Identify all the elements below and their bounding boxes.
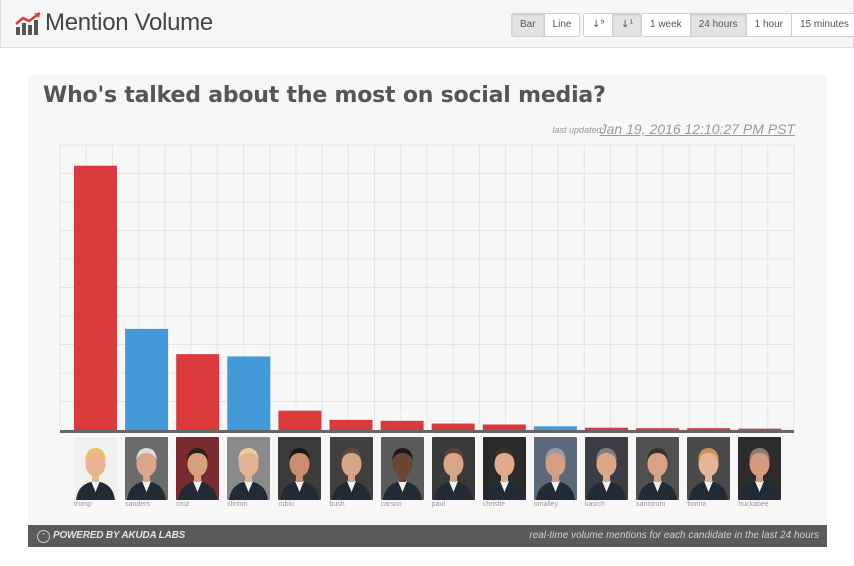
candidate-photo-huckabee[interactable]: [738, 437, 782, 500]
bar-value-label: 4: [706, 418, 711, 428]
range-1-week-button[interactable]: 1 week: [650, 19, 682, 30]
bar-fiorina[interactable]: [687, 428, 731, 430]
candidate-name-label: bush: [329, 501, 345, 508]
bar-omalley[interactable]: [533, 426, 577, 430]
bar-value-label: 20: [397, 411, 407, 421]
bar-value-label: 3: [757, 419, 762, 429]
bar-value-label: 12: [499, 414, 509, 424]
candidate-name-label: fiorina: [687, 501, 707, 508]
bar-paul[interactable]: [431, 423, 475, 430]
line-view-button[interactable]: Line: [543, 14, 580, 36]
candidate-photo-trump[interactable]: [74, 437, 117, 500]
candidate-name-label: kasich: [585, 501, 605, 508]
bar-value-label: 4: [655, 418, 660, 428]
bar-cruz[interactable]: [176, 354, 220, 430]
candidate-photo-christie[interactable]: [482, 437, 526, 500]
candidate-photo-sanders[interactable]: [125, 437, 169, 500]
chart-logo-icon: [15, 11, 43, 36]
candidate-name-label: christie: [482, 501, 505, 508]
sort-ascending-icon[interactable]: ↓⁹: [592, 19, 605, 30]
range-1-hour-button[interactable]: 1 hour: [745, 14, 791, 36]
candidate-photo-paul[interactable]: [431, 437, 475, 500]
powered-by-label[interactable]: POWERED BY AKUDA LABS: [53, 530, 186, 541]
bar-clinton[interactable]: [227, 356, 271, 430]
bar-bush[interactable]: [329, 419, 373, 430]
range-24-hours-button[interactable]: 24 hours: [689, 14, 746, 36]
chart-type-toggle: Bar Line: [511, 13, 581, 37]
candidate-name-label: cruz: [176, 501, 190, 508]
bar-sanders[interactable]: [125, 328, 169, 430]
candidate-photo-bush[interactable]: [329, 437, 373, 500]
chart-headline: Who's talked about the most on social me…: [43, 83, 606, 108]
bar-trump[interactable]: [74, 165, 117, 430]
up-arrow-icon[interactable]: ⌃: [37, 530, 50, 543]
candidate-name-label: paul: [431, 501, 445, 508]
candidate-photo-fiorina[interactable]: [687, 437, 731, 500]
last-updated-value[interactable]: Jan 19, 2016 12:10:27 PM PST: [599, 121, 795, 137]
footer-bar: ⌃ POWERED BY AKUDA LABS real-time volume…: [28, 525, 827, 547]
app-title: Mention Volume: [45, 9, 213, 36]
bar-santorum[interactable]: [636, 428, 680, 430]
candidate-name-label: carson: [380, 501, 402, 508]
bar-value-label: 22: [346, 410, 356, 420]
sort-descending-icon[interactable]: ↓¹: [612, 14, 641, 36]
bar-rubio[interactable]: [278, 410, 322, 430]
top-bar: Mention Volume Bar Line ↓⁹ ↓¹ 1 week 24 …: [0, 0, 854, 48]
candidate-photo-santorum[interactable]: [636, 437, 680, 500]
candidate-name-label: santorum: [636, 501, 666, 508]
candidate-photo-cruz[interactable]: [176, 437, 220, 500]
chart-panel: Who's talked about the most on social me…: [28, 75, 827, 547]
candidate-name-label: trump: [74, 501, 92, 508]
last-updated-label: last updated:: [552, 125, 604, 135]
time-range-toggle: 1 week 24 hours 1 hour 15 minutes: [641, 13, 854, 37]
candidate-name-label: huckabee: [738, 501, 769, 508]
bar-value-label: 575: [88, 156, 103, 166]
candidate-photo-carson[interactable]: [380, 437, 424, 500]
bar-view-button[interactable]: Bar: [512, 14, 544, 36]
bar-christie[interactable]: [482, 424, 526, 430]
candidate-name-label: sanders: [125, 501, 150, 508]
bar-value-label: 220: [139, 319, 154, 329]
candidate-photo-omalley[interactable]: [533, 437, 577, 500]
candidate-photo-rubio[interactable]: [278, 437, 322, 500]
candidate-photo-clinton[interactable]: [227, 437, 271, 500]
bar-value-label: 5: [604, 418, 609, 428]
bar-value-label: 165: [190, 344, 205, 354]
bar-huckabee[interactable]: [738, 428, 782, 430]
bar-carson[interactable]: [380, 420, 424, 430]
sort-toggle: ↓⁹ ↓¹: [583, 13, 642, 37]
candidate-name-label: omalley: [533, 501, 559, 508]
bar-value-label: 14: [448, 414, 458, 424]
x-axis-baseline: [60, 430, 794, 433]
range-15-minutes-button[interactable]: 15 minutes: [790, 14, 854, 36]
bar-value-label: 42: [295, 401, 305, 411]
footer-note: real-time volume mentions for each candi…: [529, 530, 819, 541]
bar-value-label: 160: [241, 346, 256, 356]
candidate-photo-kasich[interactable]: [585, 437, 628, 500]
bar-value-label: 8: [553, 416, 558, 426]
candidate-name-label: rubio: [278, 501, 294, 508]
bar-kasich[interactable]: [585, 427, 628, 430]
bar-chart: 575 220 165 160 42 22 20 14 12 8 5 4 4 3: [59, 144, 795, 433]
candidate-name-label: clinton: [227, 501, 248, 508]
